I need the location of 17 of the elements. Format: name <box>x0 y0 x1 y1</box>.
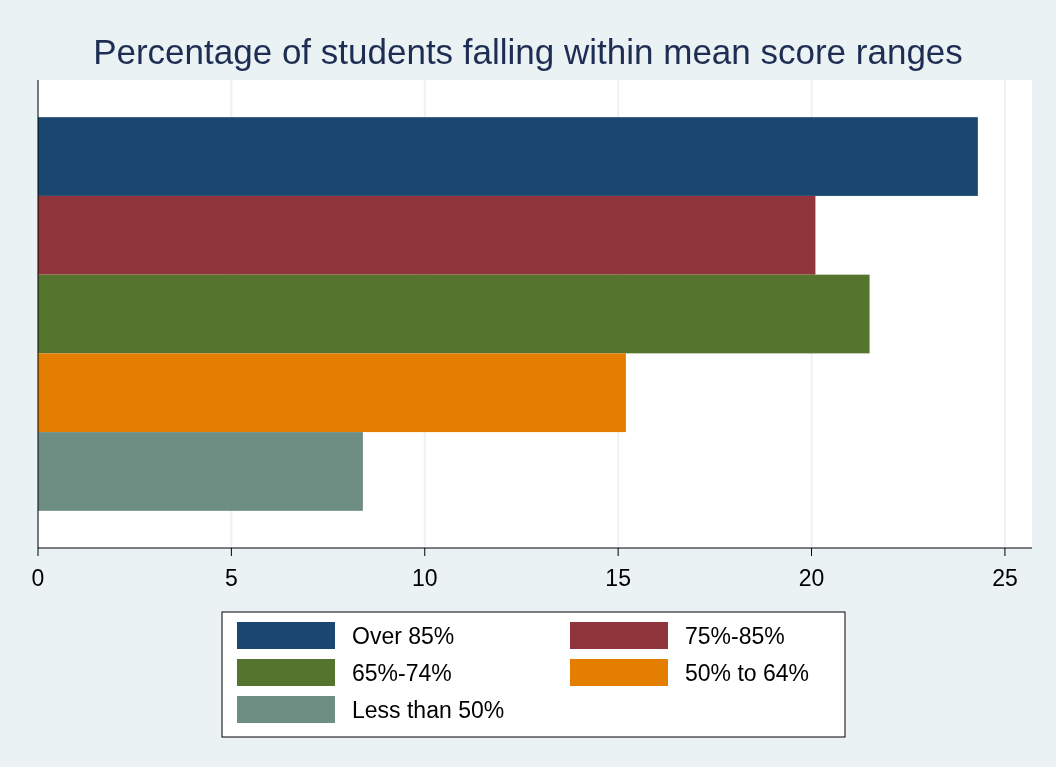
bar <box>38 432 363 511</box>
chart-title: Percentage of students falling within mean score ranges <box>93 32 963 71</box>
bar <box>38 353 626 433</box>
x-tick-label: 10 <box>411 565 438 591</box>
x-tick-label: 15 <box>605 565 631 591</box>
bar <box>38 274 870 354</box>
x-tick-label: 0 <box>31 565 45 591</box>
legend-label: 50% to 64% <box>685 660 810 686</box>
x-tick-label: 20 <box>798 565 825 591</box>
bar <box>38 117 978 196</box>
x-tick-label: 5 <box>224 565 238 591</box>
legend-label: 65%-74% <box>352 660 452 686</box>
legend-label: Over 85% <box>352 623 455 649</box>
x-tick-label: 25 <box>992 565 1018 591</box>
legend-label: 75%-85% <box>685 623 785 649</box>
bar <box>38 195 816 275</box>
legend-label: Less than 50% <box>352 697 505 723</box>
